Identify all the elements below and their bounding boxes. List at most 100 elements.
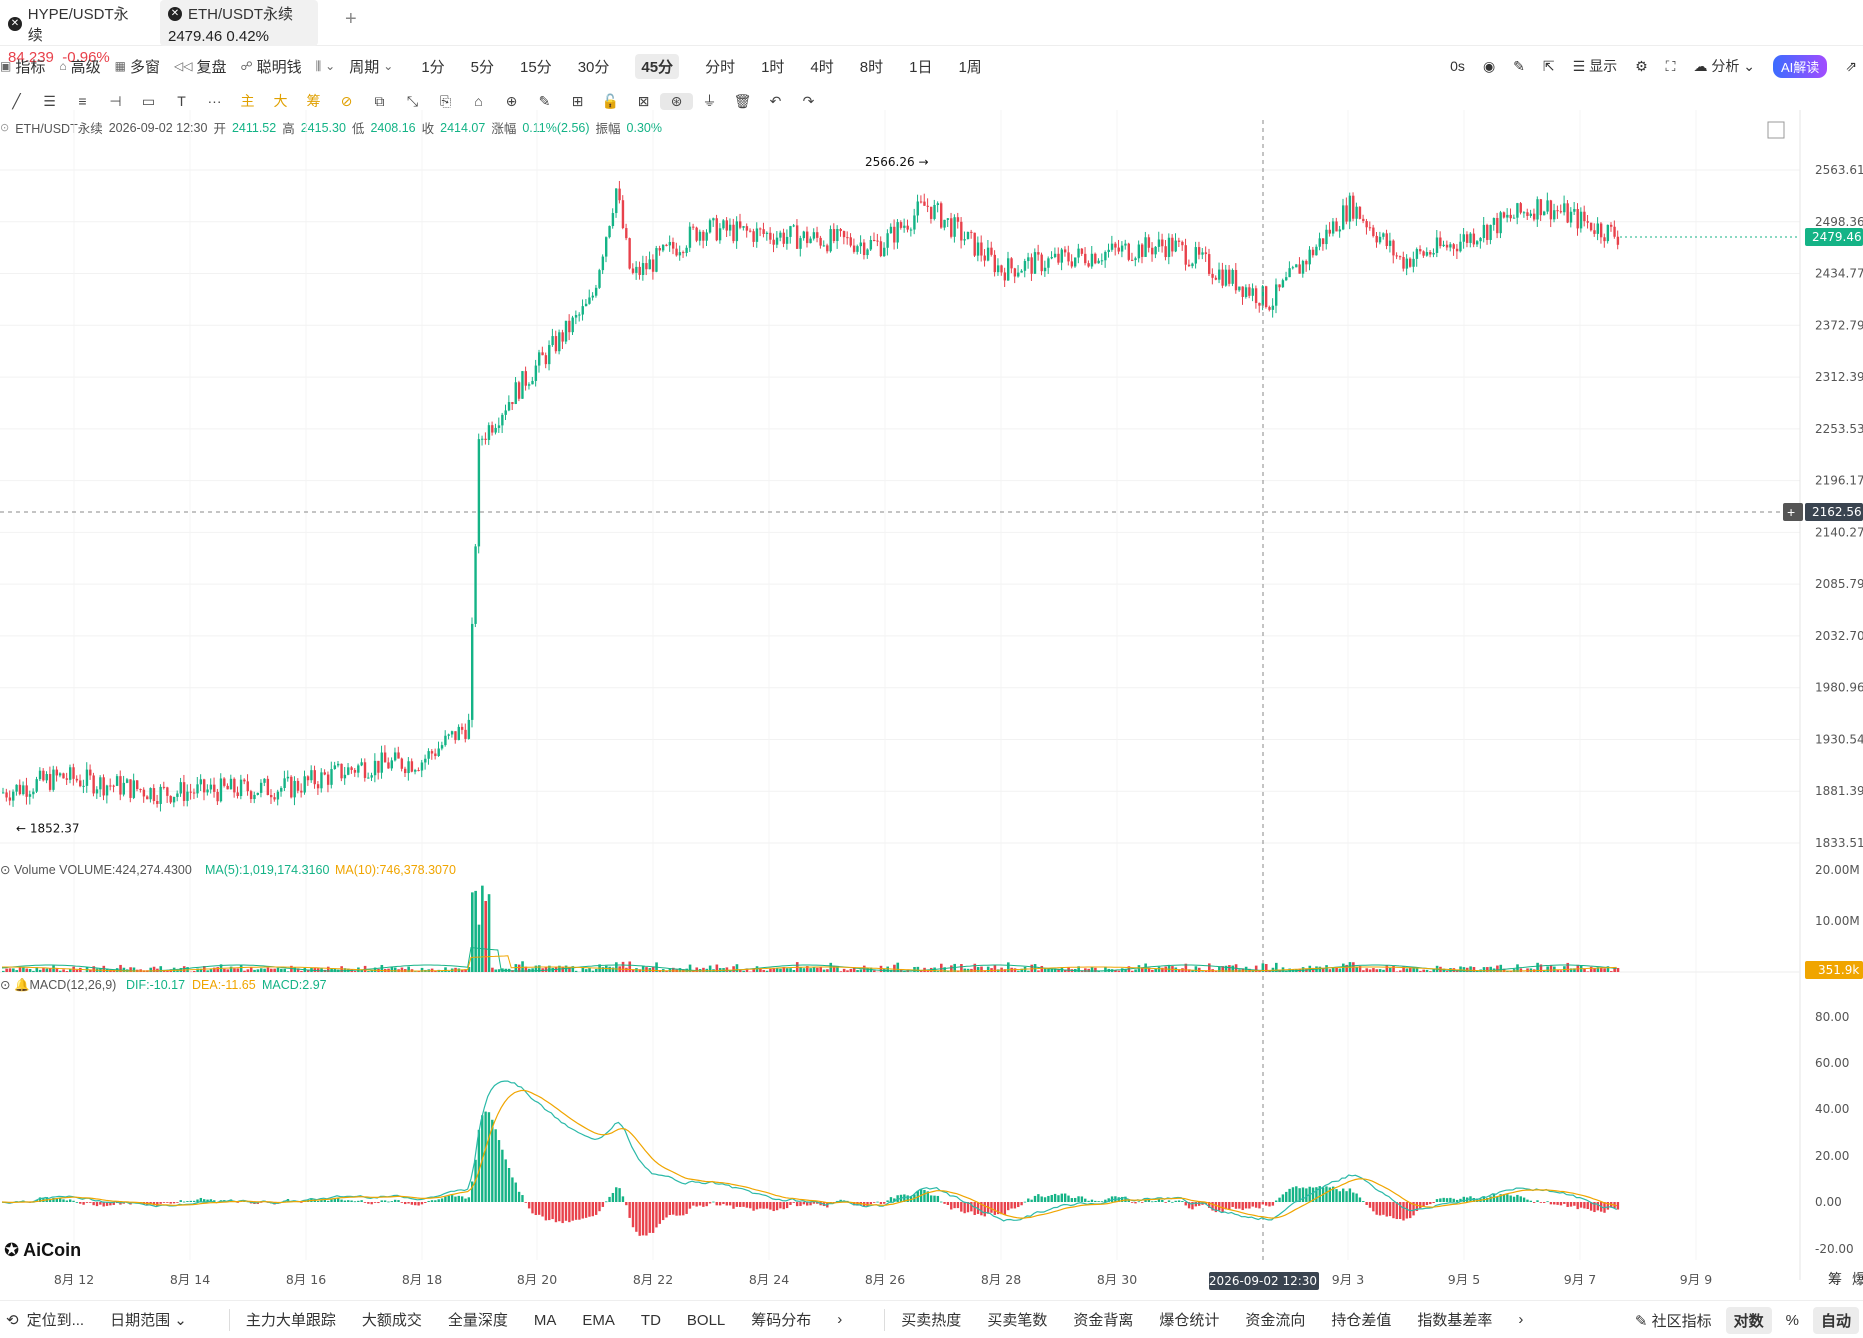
parallel-lines-tool-icon[interactable]: ≡	[78, 93, 87, 109]
auto-scale-toggle[interactable]: 自动	[1812, 1306, 1859, 1334]
candle-body	[172, 796, 176, 803]
period-1h[interactable]: 1时	[761, 58, 785, 76]
copy-tool-icon[interactable]: ⎘	[439, 92, 452, 109]
bottom-right-item-4[interactable]: 资金流向	[1245, 1312, 1306, 1329]
pencil-icon[interactable]: ✎	[1513, 57, 1525, 74]
volume-bar	[1368, 969, 1372, 972]
candle-body	[132, 780, 136, 798]
period-timeshare[interactable]: 分时	[705, 58, 736, 76]
volume-bar	[1382, 969, 1385, 972]
display-button[interactable]: ☰ 显示	[1572, 58, 1618, 74]
candle-body	[795, 225, 799, 249]
measure-tool-icon[interactable]: ⤡	[406, 92, 419, 109]
period-30m[interactable]: 30分	[577, 58, 610, 76]
bottom-right-item-2[interactable]: 资金背离	[1073, 1312, 1134, 1329]
multi-window-button[interactable]: ▦ 多窗	[115, 56, 160, 77]
cycle-dropdown[interactable]: 周期 ⌄	[349, 56, 393, 77]
trash-tool-icon[interactable]: 🗑	[733, 92, 752, 109]
zoom-tool-icon[interactable]: ⊕	[505, 92, 518, 109]
magnet-tool-icon[interactable]: ⊛	[660, 92, 693, 110]
volume-bar	[1335, 967, 1338, 972]
date-range-dropdown[interactable]: 日期范围 ⌄	[110, 1312, 187, 1329]
candle-body	[1589, 222, 1593, 231]
bottom-left-item-4[interactable]: EMA	[582, 1312, 615, 1329]
candle-body	[89, 769, 92, 776]
log-scale-toggle[interactable]: 对数	[1725, 1306, 1772, 1334]
macd-histogram-bar	[1254, 1202, 1258, 1208]
tab-hype[interactable]: ✕ HYPE/USDT永续 84.239 -0.96%	[0, 0, 150, 66]
advanced-button[interactable]: ⌂ 高级	[59, 56, 100, 77]
period-5m[interactable]: 5分	[470, 58, 494, 76]
community-indicator-button[interactable]: ✎ 社区指标	[1634, 1312, 1712, 1330]
candle-body	[109, 785, 112, 787]
export-icon[interactable]: ⇱	[1542, 57, 1555, 74]
layers-tool-icon[interactable]: ⊠	[637, 92, 650, 109]
volume-bar	[467, 967, 471, 972]
bottom-right-item-1[interactable]: 买卖笔数	[987, 1312, 1048, 1329]
bottom-left-item-7[interactable]: 筹码分布	[751, 1312, 812, 1329]
fib-tool-icon[interactable]: ⊞	[571, 92, 584, 109]
brush-tool-icon[interactable]: ✎	[538, 92, 551, 109]
period-15m[interactable]: 15分	[520, 58, 552, 76]
more-left-icon[interactable]: ›	[837, 1311, 843, 1328]
smart-money-button[interactable]: ☍ 聪明钱	[240, 56, 301, 77]
more-right-icon[interactable]: ›	[1518, 1311, 1524, 1328]
period-1m[interactable]: 1分	[421, 58, 445, 76]
period-45m[interactable]: 45分	[635, 53, 680, 79]
bottom-right-item-6[interactable]: 指数基差率	[1417, 1312, 1493, 1329]
bottom-left-item-1[interactable]: 大额成交	[361, 1312, 422, 1329]
trend-chart-icon[interactable]: ⇗	[1845, 57, 1857, 74]
more-tool-icon[interactable]: ···	[207, 93, 222, 109]
collapse-icon[interactable]: ⊙	[0, 122, 10, 134]
text-tool-icon[interactable]: T	[177, 93, 186, 109]
settings-gear-icon[interactable]: ⚙	[1635, 57, 1648, 74]
volume-bar	[1358, 966, 1362, 972]
undo-tool-icon[interactable]: ↶	[769, 92, 782, 109]
macd-histogram-bar	[1385, 1202, 1388, 1217]
price-axis-label: 2498.36	[1815, 215, 1863, 229]
chart-type-dropdown[interactable]: ⫼ ⌄	[316, 59, 336, 74]
replay-button[interactable]: ◁◁ 复盘	[174, 56, 226, 77]
bottom-right-item-5[interactable]: 持仓差值	[1331, 1312, 1392, 1329]
macd-histogram-bar	[1499, 1194, 1502, 1202]
macd-histogram-bar	[1398, 1202, 1402, 1220]
macd-histogram-bar	[879, 1202, 883, 1205]
percent-toggle[interactable]: %	[1785, 1311, 1799, 1329]
filter-tool-icon[interactable]: ⏚	[702, 93, 717, 109]
indicators-button[interactable]: ▣ 指标	[0, 56, 45, 77]
chips-tool-icon[interactable]: 筹	[306, 93, 321, 109]
redo-tool-icon[interactable]: ↷	[802, 92, 815, 109]
chart-canvas[interactable]: 2563.61 2498.36 2434.77 2372.79 2312.39 2253.…	[0, 100, 1863, 1300]
period-4h[interactable]: 4时	[810, 58, 834, 76]
trendline-tool-icon[interactable]: ╱	[12, 92, 21, 109]
ruler-tool-icon[interactable]: ⌂	[474, 93, 483, 109]
large-order-tool-icon[interactable]: 大	[273, 93, 288, 109]
main-force-tool-icon[interactable]: 主	[240, 93, 255, 109]
tab-eth[interactable]: ✕ ETH/USDT永续 2479.46 0.42%	[160, 0, 318, 46]
bottom-right-item-0[interactable]: 买卖热度	[901, 1312, 962, 1329]
horizontal-lines-tool-icon[interactable]: ☰	[43, 92, 56, 109]
macd-histogram-bar	[1583, 1202, 1586, 1209]
ray-tool-icon[interactable]: ⊣	[109, 92, 122, 109]
clear-tool-icon[interactable]: ⊘	[340, 92, 353, 109]
bottom-right-item-3[interactable]: 爆仓统计	[1159, 1312, 1220, 1329]
period-8h[interactable]: 8时	[859, 58, 884, 76]
locate-button[interactable]: 定位到...	[26, 1312, 85, 1329]
bottom-left-item-5[interactable]: TD	[640, 1312, 661, 1329]
multi-chart-tool-icon[interactable]: ⧉	[374, 92, 385, 109]
period-1d[interactable]: 1日	[909, 58, 933, 76]
bottom-left-item-2[interactable]: 全量深度	[447, 1312, 508, 1329]
camera-icon[interactable]: ◉	[1482, 57, 1496, 74]
bottom-left-item-3[interactable]: MA	[533, 1312, 557, 1329]
candle-body	[343, 774, 347, 779]
analysis-dropdown[interactable]: ☁ 分析 ⌄	[1693, 58, 1755, 74]
rectangle-tool-icon[interactable]: ▭	[141, 92, 156, 109]
bottom-left-item-0[interactable]: 主力大单跟踪	[245, 1312, 336, 1329]
period-1w[interactable]: 1周	[958, 58, 982, 76]
ai-interpret-button[interactable]: AI解读	[1772, 54, 1828, 78]
candle-body	[785, 236, 789, 244]
lock-tool-icon[interactable]: 🔓	[601, 92, 620, 109]
fullscreen-icon[interactable]: ⛶	[1665, 57, 1676, 74]
add-tab-icon[interactable]: +	[345, 8, 357, 30]
bottom-left-item-6[interactable]: BOLL	[686, 1312, 726, 1329]
